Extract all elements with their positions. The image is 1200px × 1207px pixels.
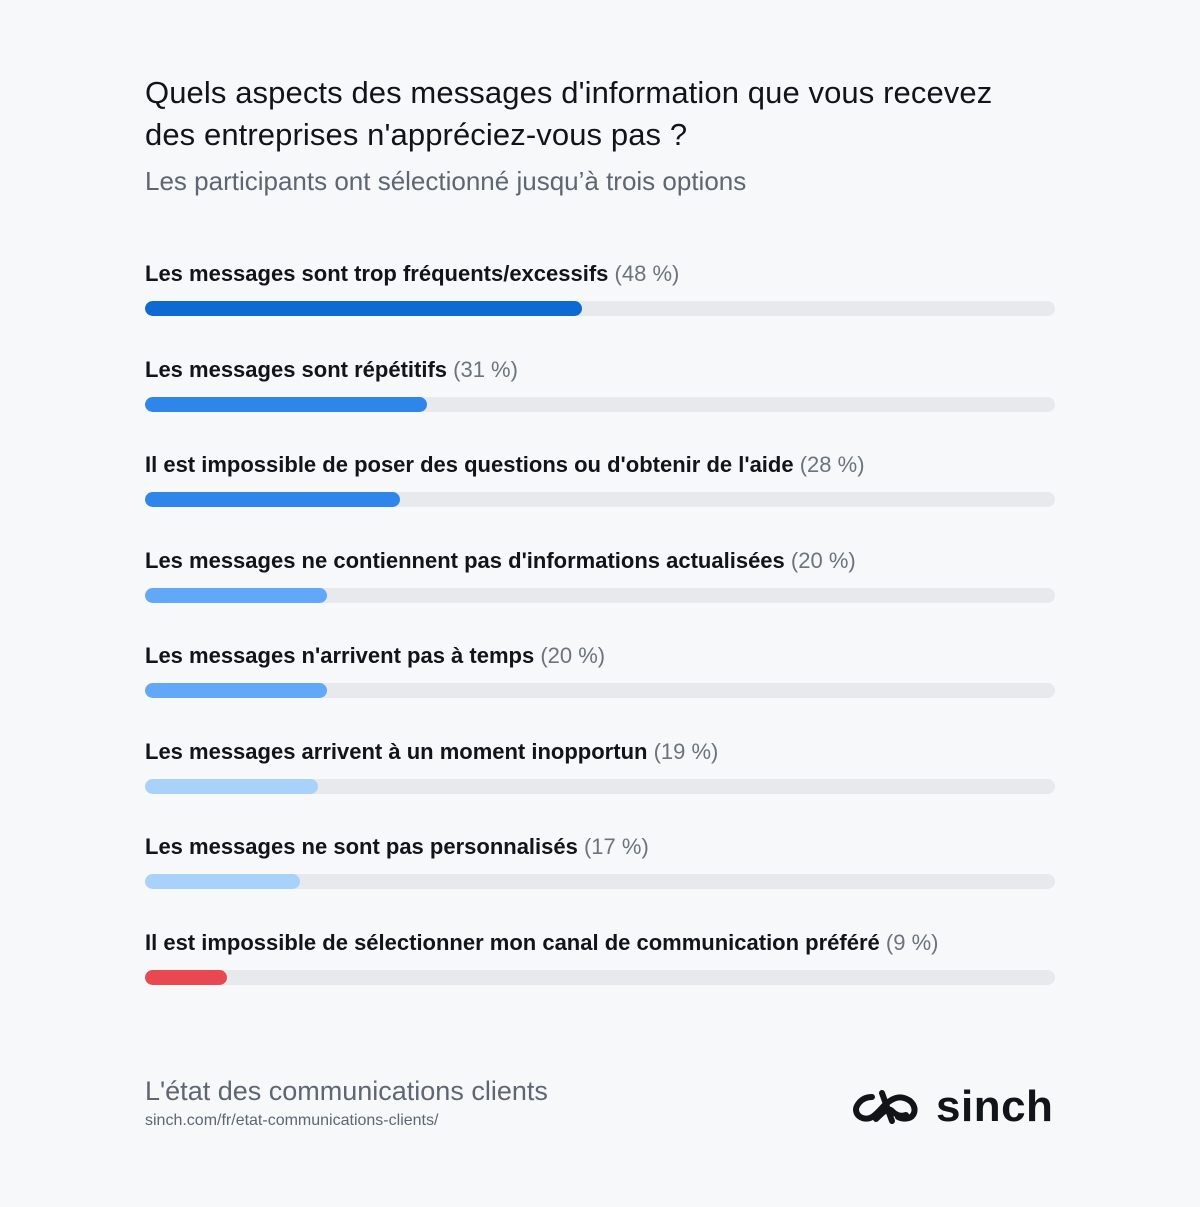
bar-label: Il est impossible de poser des questions… bbox=[145, 449, 1055, 481]
footer-url[interactable]: sinch.com/fr/etat-communications-clients… bbox=[145, 1112, 439, 1129]
bar-track bbox=[145, 778, 1055, 794]
bar-category-label: Les messages n'arrivent pas à temps bbox=[145, 643, 535, 668]
bar-row: Les messages ne contiennent pas d'inform… bbox=[145, 545, 1055, 641]
bar-value-label: (20 %) bbox=[540, 643, 606, 668]
bar-label: Les messages sont répétitifs (31 %) bbox=[145, 354, 1055, 386]
bar-row: Il est impossible de poser des questions… bbox=[145, 449, 1055, 545]
bar-category-label: Les messages arrivent à un moment inoppo… bbox=[145, 738, 648, 764]
bar-category-label: Les messages sont trop fréquents/excessi… bbox=[145, 261, 609, 286]
bar-category-label: Il est impossible de poser des questions… bbox=[145, 452, 794, 477]
chart-title-line-1: Quels aspects des messages d'information… bbox=[145, 75, 993, 110]
bar-fill bbox=[145, 778, 318, 794]
header: Quels aspects des messages d'information… bbox=[145, 72, 1055, 198]
bar-value-label: (17 %) bbox=[583, 834, 649, 859]
chart-title: Quels aspects des messages d'information… bbox=[145, 72, 1055, 156]
bar-fill bbox=[145, 492, 400, 507]
bar-category-label: Il est impossible de sélectionner mon ca… bbox=[145, 929, 880, 955]
bar-label: Il est impossible de sélectionner mon ca… bbox=[145, 927, 1055, 959]
bar-label: Les messages arrivent à un moment inoppo… bbox=[145, 736, 1055, 768]
bar-category-label: Les messages ne contiennent pas d'inform… bbox=[145, 547, 785, 573]
bar-track bbox=[145, 396, 1055, 412]
bar-value-label: (20 %) bbox=[790, 547, 856, 573]
bar-row: Les messages sont trop fréquents/excessi… bbox=[145, 258, 1055, 354]
bar-row: Les messages n'arrivent pas à temps (20 … bbox=[145, 640, 1055, 736]
bar-row: Il est impossible de sélectionner mon ca… bbox=[145, 927, 1055, 1023]
bar-row: Les messages sont répétitifs (31 %) bbox=[145, 354, 1055, 450]
bar-value-label: (31 %) bbox=[453, 356, 518, 382]
bar-label: Les messages n'arrivent pas à temps (20 … bbox=[145, 640, 1055, 672]
bar-label: Les messages sont trop fréquents/excessi… bbox=[145, 258, 1055, 290]
bar-value-label: (9 %) bbox=[885, 929, 939, 955]
bar-value-label: (28 %) bbox=[799, 452, 865, 477]
bar-fill bbox=[145, 396, 428, 412]
bar-fill bbox=[145, 683, 327, 698]
bar-label: Les messages ne sont pas personnalisés (… bbox=[145, 831, 1055, 863]
sinch-logo: sinch bbox=[852, 1082, 1053, 1132]
chart-subtitle: Les participants ont sélectionné jusqu’à… bbox=[145, 166, 747, 196]
bar-fill bbox=[145, 301, 582, 316]
bar-label: Les messages ne contiennent pas d'inform… bbox=[145, 545, 1055, 577]
footer-title: L'état des communications clients bbox=[145, 1076, 548, 1106]
bar-category-label: Les messages ne sont pas personnalisés bbox=[145, 834, 578, 859]
bar-track bbox=[145, 683, 1055, 698]
bar-track bbox=[145, 969, 1055, 985]
sinch-infinity-logo-icon bbox=[852, 1090, 918, 1124]
bar-track bbox=[145, 492, 1055, 507]
bar-row: Les messages ne sont pas personnalisés (… bbox=[145, 831, 1055, 927]
bar-track bbox=[145, 301, 1055, 316]
bar-value-label: (19 %) bbox=[653, 738, 719, 764]
bar-value-label: (48 %) bbox=[614, 261, 680, 286]
chart-title-line-2: des entreprises n'appréciez-vous pas ? bbox=[145, 117, 688, 152]
sinch-wordmark: sinch bbox=[936, 1082, 1054, 1131]
bar-fill bbox=[145, 969, 227, 985]
bar-row: Les messages arrivent à un moment inoppo… bbox=[145, 736, 1055, 832]
bar-fill bbox=[145, 587, 327, 603]
bar-track bbox=[145, 587, 1055, 603]
bar-fill bbox=[145, 874, 300, 889]
bar-track bbox=[145, 874, 1055, 889]
bar-category-label: Les messages sont répétitifs bbox=[145, 356, 448, 382]
bar-chart: Les messages sont trop fréquents/excessi… bbox=[145, 258, 1055, 1022]
